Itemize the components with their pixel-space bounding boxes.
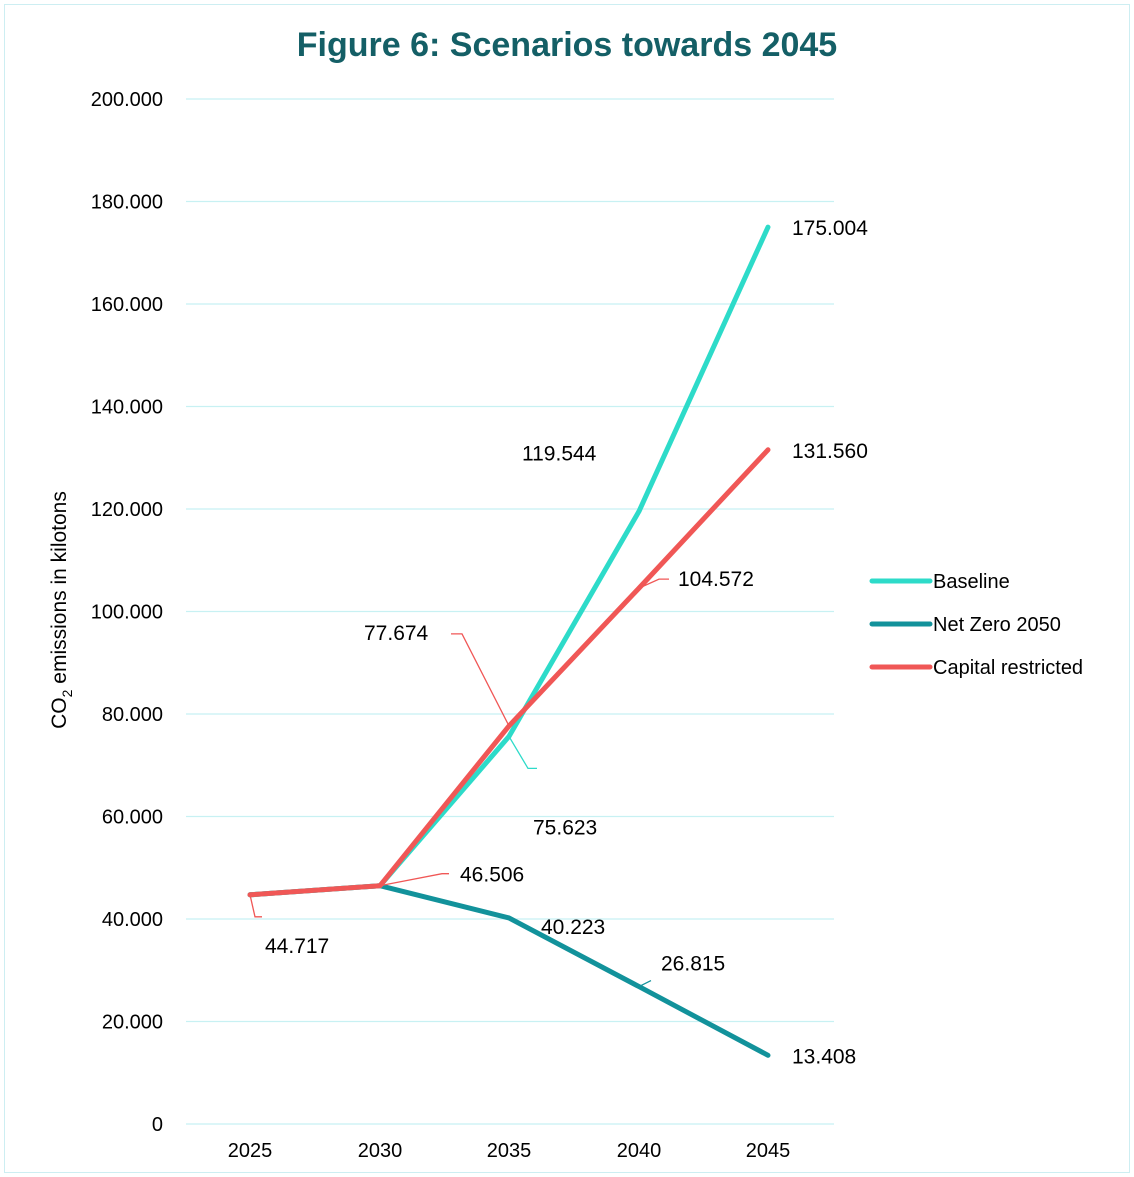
- legend-label: Net Zero 2050: [933, 614, 1061, 636]
- series-line-2: [247, 447, 771, 898]
- data-label: 119.544: [522, 442, 597, 465]
- y-axis-label-main: CO: [48, 697, 71, 729]
- label-leader-line: [638, 578, 669, 589]
- data-label: 13.408: [792, 1045, 856, 1068]
- y-tick-label: 20.000: [102, 1012, 163, 1034]
- x-tick-label: 2040: [617, 1140, 662, 1162]
- y-tick-label: 180.000: [91, 192, 163, 214]
- y-tick-label: 160.000: [91, 294, 163, 316]
- y-axis-label-rest: emissions in kilotons: [48, 491, 71, 689]
- chart-title: Figure 6: Scenarios towards 2045: [296, 26, 838, 64]
- series-lines: [247, 224, 771, 1058]
- y-tick-label: 200.000: [91, 89, 163, 111]
- legend-label: Capital restricted: [933, 657, 1083, 679]
- x-tick-label: 2045: [746, 1140, 791, 1162]
- label-leader-line: [638, 980, 652, 988]
- y-tick-label: 100.000: [91, 602, 163, 624]
- x-tick-label: 2035: [487, 1140, 532, 1162]
- y-axis-ticks: 0 20.000 40.000 60.000 80.000 100.000 120.000 1…: [91, 89, 163, 1136]
- series-line-0: [247, 224, 771, 898]
- y-tick-label: 60.000: [102, 807, 163, 829]
- gridlines: [186, 98, 834, 1125]
- data-label: 77.674: [364, 622, 429, 645]
- x-axis-ticks: 2025 2030 2035 2040 2045: [228, 1140, 791, 1162]
- data-label: 131.560: [792, 440, 868, 463]
- y-tick-label: 120.000: [91, 499, 163, 521]
- legend: Baseline Net Zero 2050 Capital restricted: [869, 571, 1083, 679]
- data-label: 75.623: [533, 816, 597, 839]
- label-leader-line: [508, 736, 537, 770]
- y-tick-label: 40.000: [102, 909, 163, 931]
- data-label: 104.572: [678, 568, 754, 591]
- y-tick-label: 80.000: [102, 704, 163, 726]
- x-tick-label: 2030: [358, 1140, 403, 1162]
- x-tick-label: 2025: [228, 1140, 273, 1162]
- y-tick-label: 140.000: [91, 397, 163, 419]
- data-label: 40.223: [541, 916, 605, 939]
- chart-frame: [4, 4, 1130, 1173]
- y-tick-label: 0: [152, 1114, 163, 1136]
- label-leader-line: [508, 917, 530, 928]
- data-labels: 75.623 119.544 175.004 40.223 26.815 13.408 44…: [249, 217, 868, 1068]
- data-label: 26.815: [661, 953, 725, 976]
- y-axis-label: CO2 emissions in kilotons: [48, 491, 75, 729]
- data-label: 44.717: [265, 935, 329, 958]
- y-axis-label-subscript: 2: [59, 689, 75, 697]
- legend-label: Baseline: [933, 571, 1010, 593]
- data-label: 175.004: [792, 217, 868, 240]
- data-label: 46.506: [460, 864, 524, 887]
- label-leader-line: [451, 633, 510, 727]
- label-leader-line: [249, 894, 262, 918]
- label-leader-line: [379, 873, 449, 887]
